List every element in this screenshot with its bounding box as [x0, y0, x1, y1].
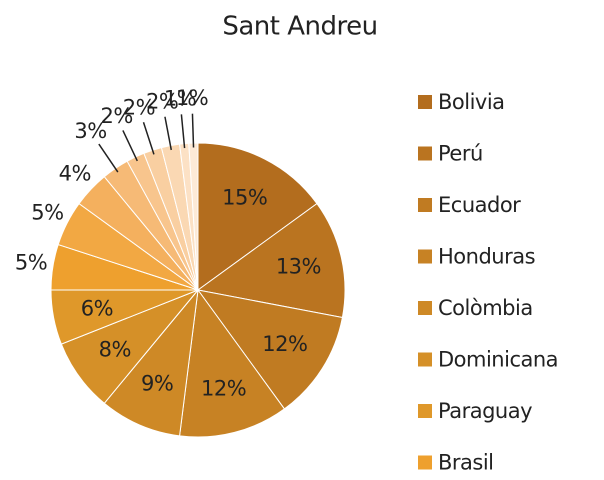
pie-slice [196, 289, 343, 410]
data-label: 12% [201, 377, 246, 401]
data-label: 1% [176, 86, 208, 110]
pie-slice [196, 202, 346, 319]
pie-slice [197, 142, 318, 291]
legend-label: Paraguay [438, 399, 532, 423]
legend-label: Ecuador [438, 193, 521, 217]
data-label: 3% [74, 119, 106, 143]
legend-swatch [418, 455, 432, 470]
legend-swatch [418, 146, 432, 161]
legend-swatch [418, 249, 432, 264]
data-label: 12% [262, 332, 307, 356]
data-label: 15% [222, 185, 267, 209]
leader-line [164, 116, 173, 151]
leader-line [98, 143, 119, 173]
data-label: 13% [276, 255, 321, 279]
legend-swatch [418, 352, 432, 367]
data-label: 1% [164, 87, 196, 111]
legend-label: Dominicana [438, 348, 558, 372]
legend-label: Honduras [438, 245, 535, 269]
legend-label: Perú [438, 142, 483, 166]
leader-line [142, 122, 155, 155]
legend-label: Brasil [438, 451, 494, 475]
data-label: 9% [141, 371, 173, 395]
legend-swatch [418, 404, 432, 418]
pie-slice [179, 288, 286, 438]
data-label: 2% [123, 95, 155, 119]
data-label: 2% [146, 89, 178, 113]
legend-swatch [418, 301, 432, 315]
legend-swatch [418, 95, 432, 109]
legend-label: Bolivia [438, 90, 505, 114]
pie-slice [103, 288, 199, 437]
chart-title: Sant Andreu [222, 12, 377, 42]
data-label: 5% [31, 200, 63, 224]
data-label: 4% [59, 161, 91, 185]
data-label: 6% [81, 296, 113, 320]
data-label: 8% [99, 337, 131, 361]
leader-line [122, 130, 138, 162]
data-label: 5% [15, 251, 47, 275]
legend-label: Colòmbia [438, 296, 533, 320]
leader-line [191, 113, 195, 148]
legend-swatch [418, 198, 432, 212]
leader-line [180, 114, 186, 149]
data-label: 2% [100, 104, 132, 128]
